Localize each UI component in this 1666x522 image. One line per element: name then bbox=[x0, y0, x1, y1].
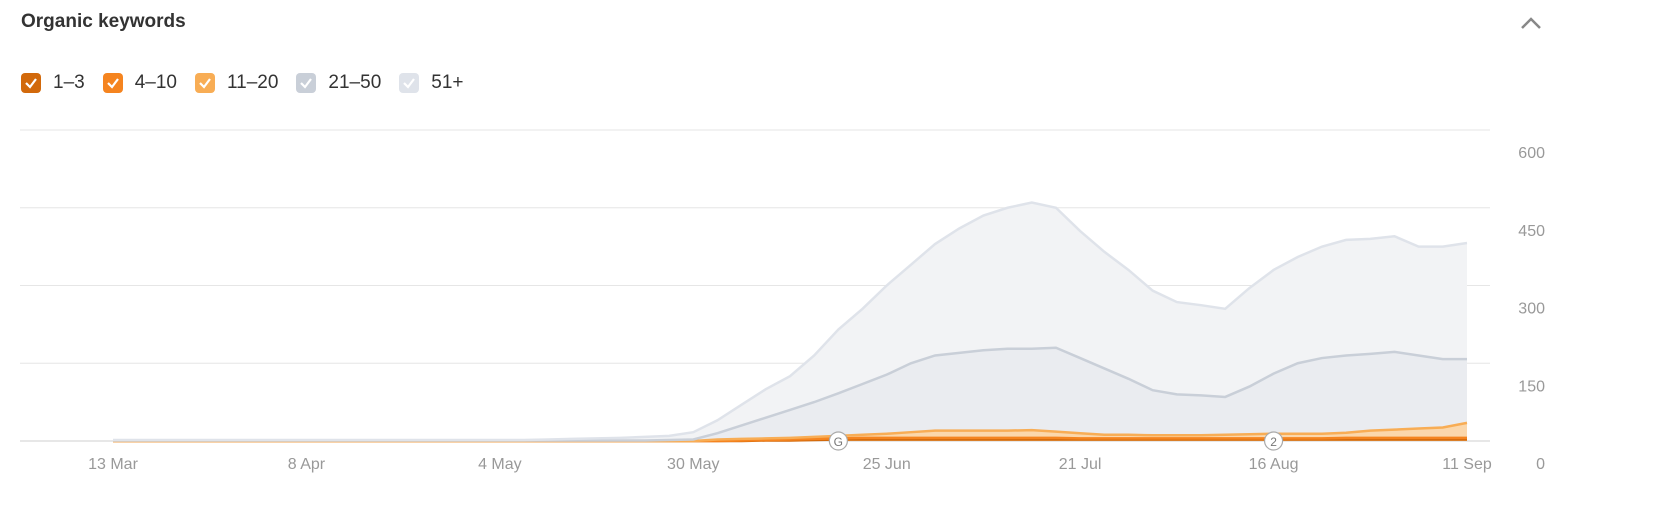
legend-label: 4–10 bbox=[134, 72, 177, 93]
legend-label: 51+ bbox=[431, 72, 464, 93]
event-marker[interactable]: G bbox=[828, 431, 848, 451]
legend-checkbox[interactable] bbox=[399, 73, 420, 93]
event-circle bbox=[1263, 431, 1284, 451]
event-label: G bbox=[834, 435, 843, 449]
check-icon bbox=[300, 78, 313, 89]
event-label: 2 bbox=[1270, 435, 1277, 449]
y-tick-label: 300 bbox=[1518, 301, 1545, 318]
x-tick-label: 16 Aug bbox=[1249, 456, 1299, 473]
legend-item[interactable]: 4–10 bbox=[102, 72, 177, 94]
legend-checkbox[interactable] bbox=[194, 73, 215, 93]
panel-title: Organic keywords bbox=[21, 11, 186, 32]
legend-label: 21–50 bbox=[328, 72, 382, 93]
area-fill bbox=[113, 422, 1467, 441]
check-icon bbox=[106, 78, 119, 89]
legend-item[interactable]: 1–3 bbox=[21, 72, 85, 94]
check-icon bbox=[403, 78, 416, 89]
y-tick-label: 600 bbox=[1518, 145, 1545, 162]
x-tick-label: 13 Mar bbox=[88, 456, 138, 473]
legend-checkbox[interactable] bbox=[21, 73, 41, 93]
area-fill bbox=[113, 202, 1467, 441]
legend: 1–3 4–10 11–20 21–50 51+ bbox=[21, 72, 464, 94]
area-fill bbox=[113, 347, 1467, 441]
collapse-toggle[interactable] bbox=[1518, 12, 1544, 34]
x-tick-label: 21 Jul bbox=[1059, 456, 1102, 473]
x-tick-label: 4 May bbox=[478, 456, 522, 473]
y-tick-label: 0 bbox=[1536, 456, 1545, 473]
legend-label: 1–3 bbox=[53, 72, 85, 93]
legend-checkbox[interactable] bbox=[102, 73, 123, 93]
series-line bbox=[113, 201, 1468, 442]
legend-item[interactable]: 11–20 bbox=[194, 72, 279, 94]
check-icon bbox=[25, 78, 37, 89]
event-marker[interactable]: 2 bbox=[1263, 431, 1284, 451]
x-tick-label: 30 May bbox=[667, 456, 719, 473]
check-icon bbox=[199, 78, 211, 89]
x-tick-label: 25 Jun bbox=[863, 456, 911, 473]
x-tick-label: 11 Sep bbox=[1442, 456, 1492, 473]
legend-item[interactable]: 51+ bbox=[399, 72, 464, 94]
event-circle bbox=[828, 431, 848, 451]
legend-label: 11–20 bbox=[226, 72, 279, 93]
legend-item[interactable]: 21–50 bbox=[296, 72, 381, 94]
x-tick-label: 8 Apr bbox=[288, 456, 326, 473]
y-tick-label: 150 bbox=[1518, 378, 1545, 395]
legend-checkbox[interactable] bbox=[296, 73, 317, 93]
y-tick-label: 450 bbox=[1518, 223, 1545, 240]
